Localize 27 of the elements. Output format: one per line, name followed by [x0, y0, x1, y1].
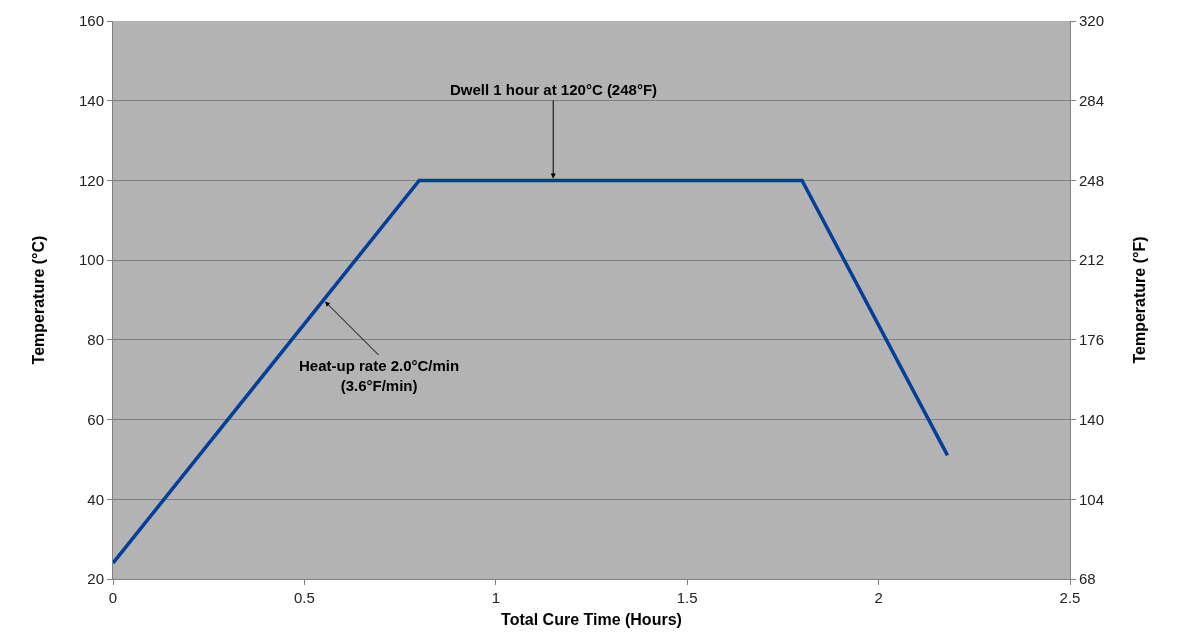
y2-tick-label: 104	[1079, 490, 1105, 508]
y-tick-label: 120	[78, 171, 104, 189]
x-tick-label: 0	[108, 589, 118, 606]
y2-tick-label: 68	[1079, 570, 1096, 588]
y2-axis-title: Temperature (°F)	[1130, 236, 1148, 364]
y2-tick-label: 212	[1079, 251, 1105, 269]
y2-tick-label: 284	[1079, 91, 1105, 109]
x-tick-label: 2	[874, 589, 883, 606]
x-axis-title: Total Cure Time (Hours)	[501, 610, 682, 628]
x-tick-label: 0.5	[293, 589, 315, 606]
y2-tick-label: 140	[1079, 410, 1105, 428]
x-tick-label: 2.5	[1059, 589, 1081, 606]
y-tick-label: 20	[87, 570, 104, 588]
y2-tick-label: 248	[1079, 171, 1105, 189]
y2-tick-label: 320	[1079, 12, 1105, 30]
y2-tick-label: 176	[1079, 331, 1105, 349]
y-tick-label: 80	[87, 331, 104, 349]
y-axis-title: Temperature (°C)	[29, 235, 47, 365]
y-tick-label: 40	[87, 490, 104, 508]
annotation: Dwell 1 hour at 120°C (248°F)	[450, 81, 658, 98]
y-tick-label: 60	[87, 410, 104, 428]
y-tick-label: 160	[78, 12, 104, 30]
x-tick-label: 1	[491, 589, 500, 606]
annotation: Heat-up rate 2.0°C/min (3.6°F/min)	[299, 357, 460, 394]
y-tick-label: 140	[78, 91, 104, 109]
y-tick-label: 100	[78, 251, 104, 269]
x-tick-label: 1.5	[676, 589, 698, 606]
